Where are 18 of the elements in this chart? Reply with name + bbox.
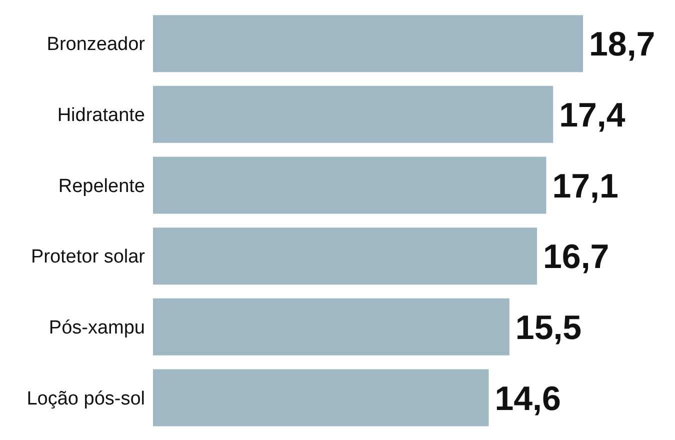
data-label: 14,6 [494,380,561,418]
bar [153,369,489,426]
bar [153,298,510,356]
data-label: 17,1 [552,167,618,206]
y-tick-label: Protetor solar [30,246,146,268]
bar [153,15,583,72]
bar [153,228,538,285]
y-tick-label: Bronzeador [46,34,146,56]
bar [153,86,554,143]
y-tick-label: Repelente [58,176,145,197]
y-tick-label: Pós-xampu [48,317,145,338]
data-label: 15,5 [515,308,582,347]
y-tick-label: Loção pós-sol [26,388,145,410]
data-label: 17,4 [559,96,626,134]
data-label: 18,7 [589,26,656,64]
y-tick-label: Hidratante [57,104,145,126]
bar [153,156,546,214]
data-label: 16,7 [543,238,610,276]
